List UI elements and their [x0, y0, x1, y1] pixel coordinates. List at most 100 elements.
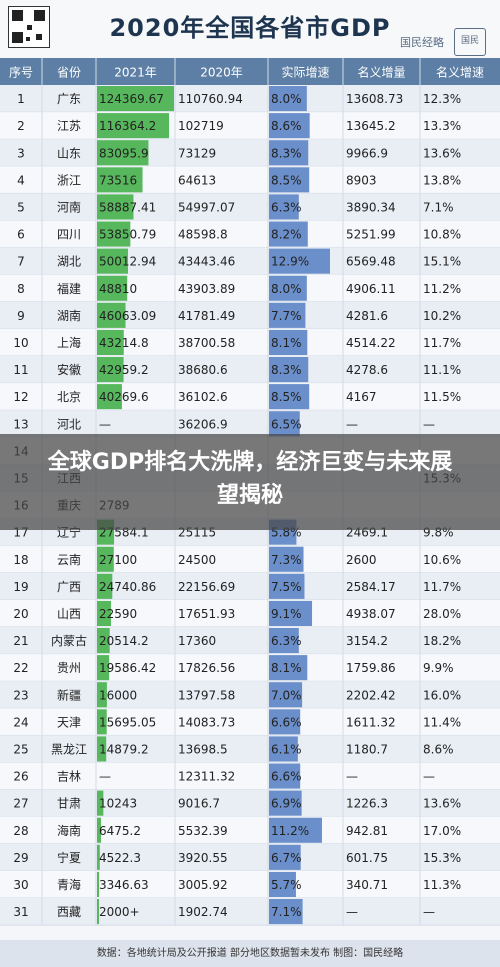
growth-bar: [269, 194, 299, 220]
cell-nominal-increase: 601.75: [346, 851, 388, 865]
cell-gdp-2021: 15695.05: [99, 715, 156, 729]
cell-nominal-increase: 2202.42: [346, 688, 396, 702]
cell-real-growth: 8.0%: [271, 282, 302, 296]
growth-bar: [269, 600, 313, 626]
cell-province: 上海: [57, 335, 81, 350]
cell-province: 四川: [57, 228, 81, 242]
cell-rank: 13: [13, 417, 28, 431]
cell-nominal-growth: 11.2%: [423, 282, 461, 296]
cell-nominal-growth: 7.1%: [423, 200, 454, 214]
cell-province: 新疆: [57, 687, 81, 702]
cell-nominal-growth: 18.2%: [423, 634, 461, 648]
cell-real-growth: 8.3%: [271, 363, 302, 377]
growth-bar: [269, 113, 310, 139]
cell-gdp-2021: 73516: [99, 173, 137, 187]
cell-rank: 1: [17, 92, 25, 106]
table-row: [0, 816, 500, 844]
cell-gdp-2021: —: [99, 770, 111, 784]
cell-real-growth: 8.3%: [271, 146, 302, 160]
gdp-bar: [97, 113, 170, 139]
column-header: 省份: [57, 66, 81, 80]
table-row: [0, 762, 500, 790]
gdp-bar: [97, 628, 110, 654]
cell-gdp-2020: 43903.89: [178, 282, 235, 296]
cell-real-growth: 8.1%: [271, 336, 302, 350]
cell-gdp-2020: 36206.9: [178, 417, 228, 431]
gdp-bar: [97, 817, 102, 843]
cell-real-growth: 8.6%: [271, 119, 302, 133]
cell-nominal-growth: 13.6%: [423, 797, 461, 811]
growth-bar: [269, 357, 309, 383]
cell-nominal-growth: 11.3%: [423, 878, 461, 892]
cell-province: 西藏: [57, 905, 81, 919]
table-row: [0, 139, 500, 167]
cell-real-growth: 6.3%: [271, 200, 302, 214]
cell-province: 山东: [57, 146, 81, 160]
header: 2020年全国各省市GDP 国民经略 国民: [0, 0, 500, 58]
gdp-bar: [97, 384, 122, 410]
cell-real-growth: 7.3%: [271, 553, 302, 567]
cell-nominal-increase: 2600: [346, 553, 377, 567]
gdp-table: 序号 省份 2021年 2020年 实际增速 名义增量 名义增速 1 广东 124369.67 11…: [0, 58, 500, 926]
cell-rank: 22: [13, 661, 28, 675]
cell-province: 安徽: [57, 362, 81, 377]
cell-rank: 19: [13, 580, 28, 594]
cell-province: 河北: [57, 417, 81, 431]
cell-real-growth: 8.1%: [271, 661, 302, 675]
column-header: 实际增速: [281, 65, 329, 80]
table-row: [0, 328, 500, 356]
gdp-bar: [97, 736, 107, 762]
cell-real-growth: 6.6%: [271, 770, 302, 784]
cell-gdp-2021: 14879.2: [99, 742, 149, 756]
cell-province: 青海: [57, 877, 81, 892]
cell-nominal-growth: 11.7%: [423, 580, 461, 594]
growth-bar: [269, 628, 299, 654]
cell-nominal-increase: 4167: [346, 390, 377, 404]
cell-nominal-increase: 4281.6: [346, 309, 388, 323]
growth-bar: [269, 329, 308, 355]
cell-province: 河南: [57, 199, 81, 214]
cell-nominal-growth: 8.6%: [423, 742, 454, 756]
cell-real-growth: 6.3%: [271, 634, 302, 648]
cell-nominal-increase: 2584.17: [346, 580, 396, 594]
cell-rank: 12: [13, 390, 28, 404]
growth-bar: [269, 167, 310, 193]
cell-rank: 28: [13, 824, 28, 838]
table-row: [0, 681, 500, 709]
gdp-bar: [97, 275, 128, 301]
headline-text: 全球GDP排名大洗牌，经济巨变与未来展望揭秘: [47, 450, 453, 508]
table-row: [0, 274, 500, 302]
cell-nominal-increase: 8903: [346, 173, 377, 187]
cell-gdp-2021: 48810: [99, 282, 137, 296]
cell-gdp-2020: 73129: [178, 146, 216, 160]
cell-nominal-growth: —: [423, 905, 435, 919]
gdp-bar: [97, 573, 113, 599]
cell-province: 内蒙古: [51, 633, 87, 648]
cell-gdp-2021: 83095.9: [99, 146, 149, 160]
table-row: [0, 220, 500, 248]
cell-nominal-increase: 340.71: [346, 878, 388, 892]
cell-gdp-2020: 5532.39: [178, 824, 228, 838]
cell-gdp-2021: 53850.79: [99, 228, 156, 242]
cell-rank: 9: [17, 309, 25, 323]
cell-province: 江苏: [57, 119, 81, 133]
growth-bar: [269, 384, 310, 410]
cell-province: 黑龙江: [51, 742, 87, 756]
table-row: [0, 410, 500, 438]
cell-gdp-2020: 38680.6: [178, 363, 228, 377]
cell-rank: 25: [13, 742, 28, 756]
gdp-bar: [97, 194, 134, 220]
table-row: [0, 193, 500, 221]
cell-nominal-increase: 3890.34: [346, 200, 396, 214]
table-row: [0, 627, 500, 655]
cell-nominal-increase: —: [346, 770, 358, 784]
brand-name: 国民经略: [400, 36, 444, 49]
cell-gdp-2021: 40269.6: [99, 390, 149, 404]
cell-province: 福建: [57, 281, 81, 296]
growth-bar: [269, 844, 301, 870]
gdp-bar: [97, 844, 100, 870]
cell-nominal-growth: 13.8%: [423, 173, 461, 187]
cell-province: 吉林: [57, 770, 81, 784]
growth-bar: [269, 899, 303, 925]
cell-nominal-increase: 13645.2: [346, 119, 396, 133]
